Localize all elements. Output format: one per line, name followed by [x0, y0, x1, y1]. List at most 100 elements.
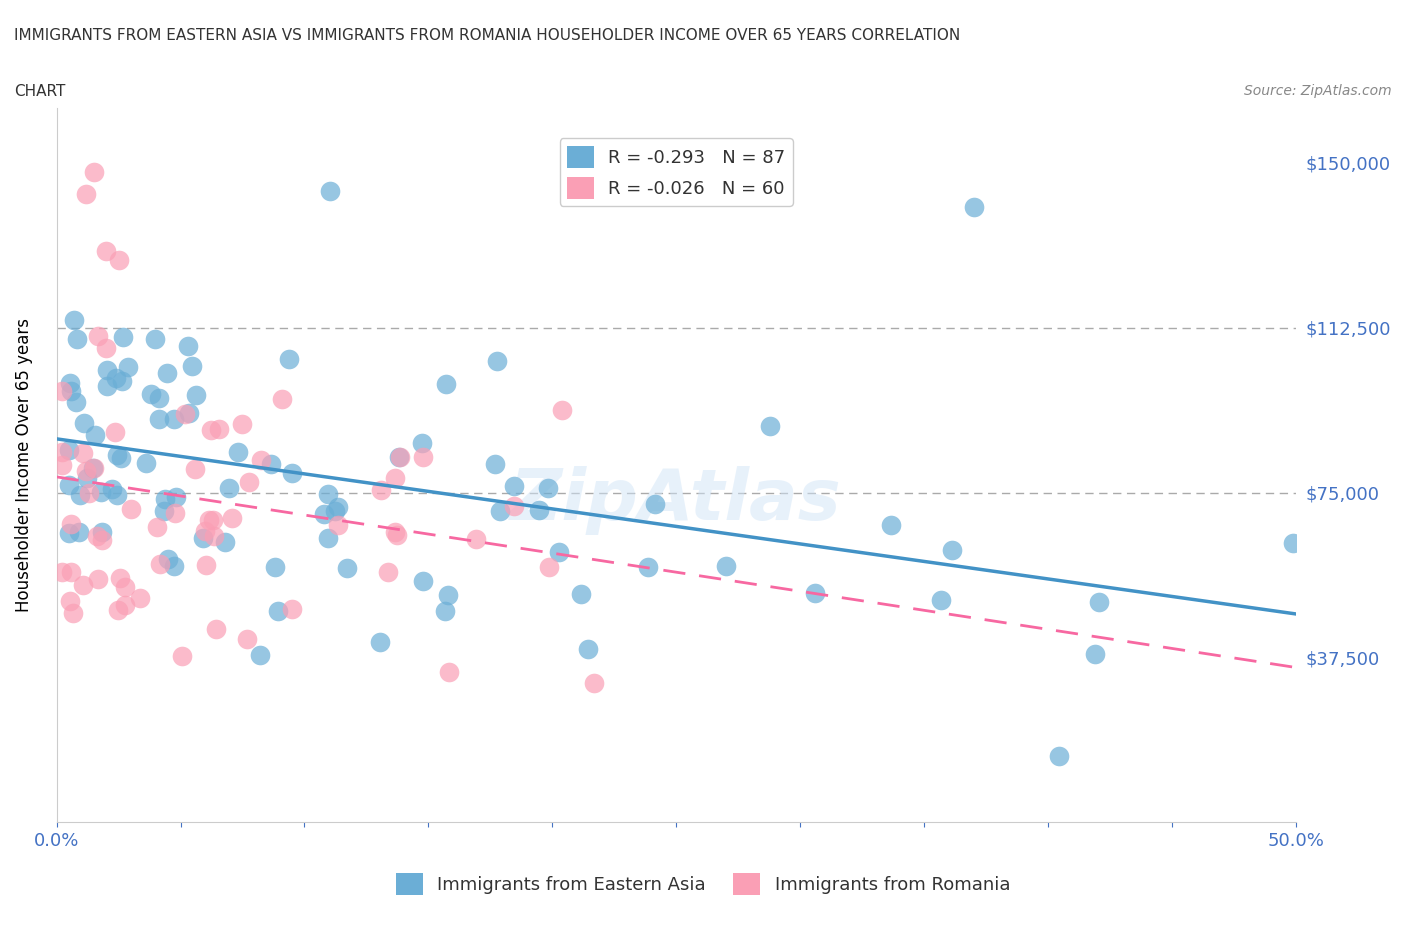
Point: [63, 312, 86, 327]
Point: [181, 359, 204, 374]
Point: [82, 460, 104, 475]
Point: [110, 451, 132, 466]
Legend: Immigrants from Eastern Asia, Immigrants from Romania: Immigrants from Eastern Asia, Immigrants…: [388, 866, 1018, 902]
Point: [207, 421, 229, 436]
Point: [143, 332, 166, 347]
Point: [384, 471, 406, 485]
Point: [880, 517, 903, 532]
Point: [412, 449, 434, 464]
Point: [489, 504, 512, 519]
Point: [582, 675, 605, 690]
Point: [65, 332, 87, 347]
Point: [59, 384, 82, 399]
Point: [941, 542, 963, 557]
Point: [153, 491, 176, 506]
Point: [60, 565, 83, 580]
Point: [177, 405, 200, 420]
Point: [87, 328, 110, 343]
Point: [76, 471, 98, 485]
Point: [72, 445, 94, 460]
Text: CHART: CHART: [14, 84, 66, 99]
Point: [465, 532, 488, 547]
Point: [84, 428, 107, 443]
Point: [484, 457, 506, 472]
Point: [267, 604, 290, 618]
Point: [107, 603, 129, 618]
Point: [114, 579, 136, 594]
Y-axis label: Householder Income Over 65 years: Householder Income Over 65 years: [15, 318, 32, 612]
Point: [962, 199, 984, 214]
Point: [90, 485, 112, 500]
Point: [238, 474, 260, 489]
Point: [249, 648, 271, 663]
Point: [107, 252, 129, 267]
Point: [527, 503, 550, 518]
Point: [249, 453, 271, 468]
Point: [1084, 646, 1107, 661]
Point: [146, 520, 169, 535]
Point: [163, 559, 186, 574]
Point: [104, 424, 127, 439]
Point: [105, 448, 128, 463]
Point: [411, 436, 433, 451]
Point: [60, 516, 83, 531]
Point: [368, 634, 391, 649]
Point: [90, 525, 112, 539]
Point: [69, 525, 91, 539]
Point: [105, 488, 128, 503]
Point: [87, 572, 110, 587]
Point: [370, 482, 392, 497]
Point: [437, 588, 460, 603]
Point: [221, 511, 243, 525]
Point: [96, 244, 118, 259]
Point: [173, 406, 195, 421]
Point: [716, 559, 738, 574]
Point: [270, 392, 292, 406]
Point: [58, 442, 80, 457]
Point: [148, 412, 170, 427]
Point: [170, 649, 193, 664]
Point: [51, 458, 73, 472]
Point: [226, 445, 249, 459]
Point: [156, 551, 179, 566]
Point: [218, 480, 240, 495]
Point: [538, 560, 561, 575]
Point: [62, 605, 84, 620]
Point: [281, 466, 304, 481]
Point: [551, 402, 574, 417]
Point: [186, 388, 208, 403]
Text: ZipAtlas: ZipAtlas: [510, 466, 842, 536]
Point: [139, 387, 162, 402]
Point: [434, 377, 457, 392]
Point: [110, 570, 132, 585]
Point: [326, 499, 349, 514]
Point: [929, 592, 952, 607]
Point: [149, 556, 172, 571]
Point: [759, 419, 782, 434]
Point: [205, 621, 228, 636]
Point: [91, 533, 114, 548]
Point: [162, 411, 184, 426]
Point: [184, 461, 207, 476]
Point: [326, 518, 349, 533]
Legend: R = -0.293   N = 87, R = -0.026   N = 60: R = -0.293 N = 87, R = -0.026 N = 60: [560, 139, 793, 206]
Point: [571, 586, 593, 601]
Point: [153, 503, 176, 518]
Point: [503, 498, 526, 513]
Point: [412, 574, 434, 589]
Point: [51, 445, 73, 459]
Point: [51, 383, 73, 398]
Point: [433, 604, 456, 618]
Point: [231, 417, 253, 432]
Point: [83, 165, 105, 179]
Point: [201, 512, 224, 527]
Point: [72, 578, 94, 592]
Point: [200, 422, 222, 437]
Point: [336, 560, 359, 575]
Point: [96, 363, 118, 378]
Point: [319, 183, 342, 198]
Point: [281, 602, 304, 617]
Point: [83, 460, 105, 475]
Point: [194, 524, 217, 538]
Point: [94, 340, 117, 355]
